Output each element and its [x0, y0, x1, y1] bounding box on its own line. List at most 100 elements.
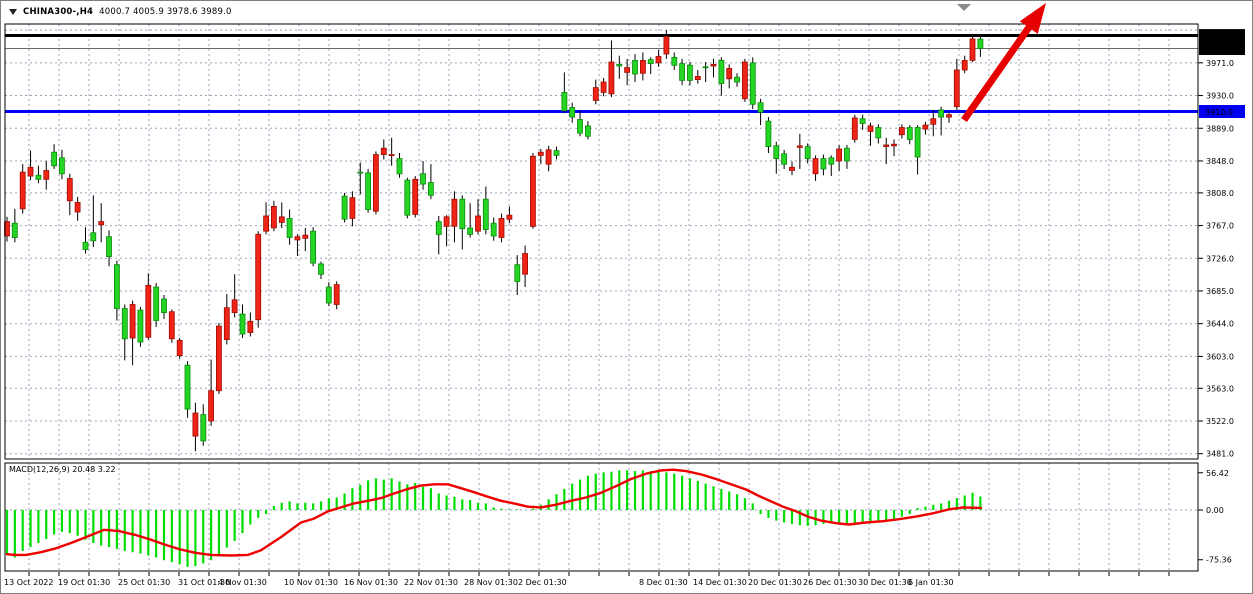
candle-body [514, 264, 521, 282]
price-axis-label: 3808.0 [1206, 189, 1234, 198]
candle-body [498, 217, 505, 238]
candle-body [208, 390, 215, 422]
candle-body [906, 127, 913, 140]
time-axis-label: 20 Dec 01:30 [748, 578, 802, 587]
candle-body [192, 412, 199, 437]
candle-body [341, 195, 348, 220]
candle-body [121, 308, 128, 340]
candle-body [600, 81, 607, 93]
time-axis-label: 31 Oct 01:30 [178, 578, 230, 587]
candle-body [35, 174, 42, 180]
price-label-box-text: 3910.0 [1205, 108, 1233, 117]
candle-body [694, 76, 701, 81]
trend-arrow-head[interactable] [1019, 3, 1046, 34]
candle-body [961, 60, 968, 71]
candle-body [90, 232, 97, 242]
time-axis-label: 13 Oct 2022 [4, 578, 53, 587]
trend-arrow-shaft[interactable] [961, 22, 1034, 123]
candle-body [11, 222, 18, 238]
price-axis-label: 3685.0 [1206, 287, 1234, 296]
candle-body [506, 214, 513, 220]
candle-body [302, 234, 309, 239]
candle-body [239, 313, 246, 335]
chart-titlebar[interactable]: CHINA300-,H4 4000.7 4005.9 3978.6 3989.0 [1, 1, 429, 23]
candle-body [851, 117, 858, 140]
candle-body [702, 66, 709, 69]
candle-body [357, 171, 364, 174]
candle-body [789, 166, 795, 171]
candle-body [922, 124, 929, 130]
candle-body [396, 158, 403, 175]
candle-body [129, 304, 136, 339]
candle-body [372, 154, 379, 212]
candle-body [184, 364, 191, 410]
time-axis-label: 28 Nov 01:30 [464, 578, 518, 587]
candle-body [388, 154, 395, 157]
time-axis-label: 6 Jan 01:30 [908, 578, 954, 587]
candle-body [757, 102, 764, 113]
candle-body [687, 64, 693, 81]
candle-body [318, 263, 324, 275]
candle-body [836, 148, 842, 162]
candle-body [82, 241, 89, 250]
candle-body [161, 298, 167, 314]
candle-body [632, 60, 638, 75]
candle-body [215, 325, 222, 392]
candle-body [325, 286, 332, 304]
time-axis-label: 26 Dec 01:30 [803, 578, 857, 587]
candle-body [569, 107, 576, 118]
candle-body [59, 157, 65, 175]
candlestick-series [4, 30, 984, 452]
candle-body [435, 221, 442, 235]
price-axis-label: 3971.0 [1206, 59, 1234, 68]
candle-body [153, 286, 160, 321]
chart-menu-triangle-icon[interactable] [9, 9, 17, 15]
candle-body [577, 119, 583, 134]
candle-body [74, 201, 81, 213]
candle-body [765, 120, 772, 147]
time-axis-label: 30 Dec 01:30 [858, 578, 912, 587]
price-label-box [1199, 29, 1245, 43]
price-axis-label: 3563.0 [1206, 384, 1234, 393]
candle-body [647, 59, 654, 64]
candle-body [734, 76, 740, 83]
candle-body [592, 87, 599, 101]
candle-body [640, 60, 646, 74]
candle-body [710, 64, 717, 67]
candle-body [427, 182, 434, 196]
candle-body [820, 158, 827, 170]
candle-body [883, 144, 890, 148]
macd-signal-line [5, 468, 983, 557]
chart-shift-marker-icon[interactable] [957, 4, 971, 11]
candle-body [223, 307, 230, 341]
macd-axis-label: -75.36 [1206, 556, 1232, 565]
candle-body [530, 155, 536, 227]
time-axis[interactable]: 13 Oct 2022 19 Oct 01:30 25 Oct 01:30 31 Oc… [4, 572, 1170, 587]
candle-body [561, 92, 568, 112]
price-axis[interactable]: 3971.0 3930.0 3889.0 3848.0 3808.0 3767.0 3726… [1198, 29, 1245, 565]
candle-body [844, 147, 850, 162]
candle-body [380, 147, 387, 155]
candle-body [43, 170, 50, 180]
macd-histogram [5, 470, 982, 567]
candle-body [443, 216, 450, 227]
candle-body [270, 205, 277, 229]
candle-body [27, 166, 34, 177]
candle-body [19, 171, 26, 210]
candle-body [796, 145, 803, 148]
candle-body [899, 127, 905, 136]
price-label-box [1199, 42, 1245, 55]
price-label-box [1199, 105, 1245, 118]
candle-body [349, 197, 356, 219]
candle-body [263, 215, 270, 232]
candle-body [773, 145, 780, 160]
price-axis-label: 3889.0 [1206, 124, 1234, 133]
candle-body [938, 109, 944, 118]
time-axis-label: 10 Nov 01:30 [284, 578, 338, 587]
candle-body [914, 127, 921, 158]
candle-body [608, 61, 615, 95]
candle-body [671, 56, 678, 66]
candle-body [310, 230, 317, 264]
